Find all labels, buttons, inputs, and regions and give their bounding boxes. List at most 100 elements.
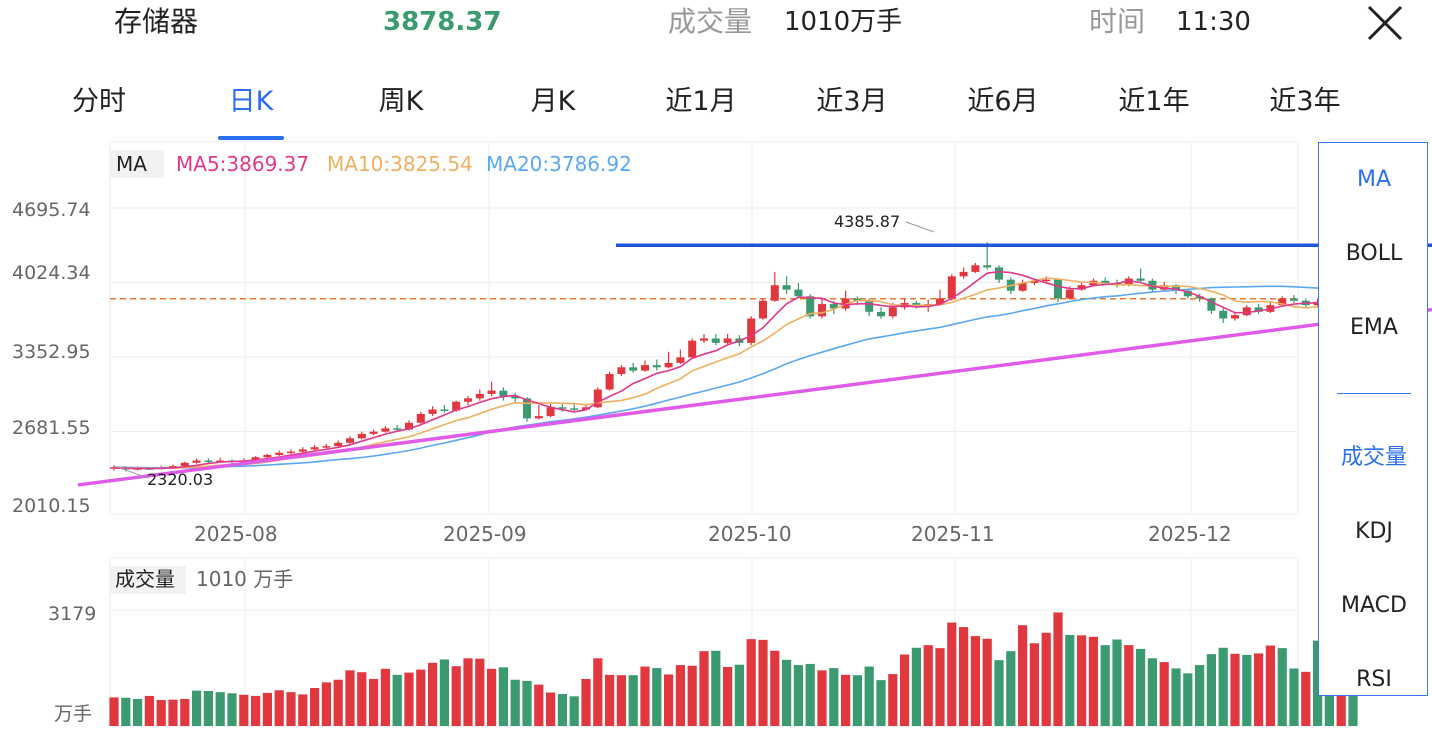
x-tick-label: 2025-12 [1148, 522, 1232, 546]
ma-tag[interactable]: MA [116, 152, 147, 176]
ma10-line [113, 277, 1401, 470]
candle-body [1290, 298, 1298, 301]
y-tick-label: 4024.34 [12, 262, 91, 284]
x-tick-label: 2025-08 [194, 522, 278, 546]
candle-body [947, 276, 956, 299]
volume-bar [487, 668, 497, 726]
volume-panel-frame [109, 557, 1299, 727]
volume-bar [852, 675, 862, 726]
volume-bar [758, 639, 768, 726]
tab-3-months[interactable]: 近3月 [816, 86, 888, 117]
candle-body [1077, 285, 1086, 290]
volume-bar [1077, 635, 1087, 726]
volume-bar [652, 668, 662, 726]
candle-body [794, 289, 803, 297]
candle-body [1101, 280, 1110, 283]
volume-y-tick: 3179 [48, 603, 96, 625]
candle-body [629, 367, 638, 371]
indicator-boll[interactable]: BOLL [1345, 241, 1403, 266]
tab-daily-k[interactable]: 日K [228, 86, 274, 117]
candle-body [405, 422, 413, 430]
tab-3-years[interactable]: 近3年 [1269, 86, 1341, 117]
volume-bar [156, 700, 166, 726]
volume-bar [581, 678, 591, 726]
indicator-macd[interactable]: MACD [1341, 593, 1407, 618]
candle-body [1018, 282, 1027, 291]
candle-body [759, 300, 767, 319]
volume-tag-bg [110, 566, 186, 594]
volume-bar [1088, 636, 1098, 726]
candle-body [511, 396, 520, 399]
candle-body [1183, 290, 1192, 297]
y-tick-label: 2681.55 [12, 417, 91, 439]
volume-bar [911, 647, 921, 726]
indicator-volume[interactable]: 成交量 [1340, 445, 1407, 470]
candle-body [440, 409, 449, 411]
candle-body [1136, 278, 1145, 281]
candle-body [1148, 280, 1157, 290]
volume-bar [1147, 658, 1157, 726]
candle-body [228, 460, 236, 463]
candle-body [688, 340, 697, 358]
candle-body [971, 265, 980, 272]
candle-body [1113, 282, 1121, 286]
volume-bar [746, 639, 756, 726]
tab-1-year[interactable]: 近1年 [1118, 86, 1190, 117]
volume-bar [380, 668, 390, 726]
candle-body [239, 460, 248, 463]
candle-body [169, 466, 177, 468]
stock-name: 存储器 [114, 5, 199, 38]
volume-bar [215, 692, 225, 726]
volume-bar [1254, 653, 1264, 726]
tab-intraday[interactable]: 分时 [72, 86, 126, 117]
volume-bar [133, 698, 143, 726]
volume-bar [298, 694, 308, 726]
volume-tag[interactable]: 成交量 [115, 567, 175, 591]
candle-body [275, 452, 284, 455]
tab-6-months[interactable]: 近6月 [967, 86, 1039, 117]
candle-body [428, 409, 437, 414]
candle-body [723, 338, 732, 343]
candle-body [157, 467, 166, 469]
tab-weekly-k[interactable]: 周K [378, 86, 424, 117]
volume-bar [935, 648, 945, 726]
volume-bar [345, 670, 355, 726]
tab-monthly-k[interactable]: 月K [530, 86, 576, 117]
time-label: 时间 [1089, 5, 1146, 38]
volume-bar [782, 659, 792, 726]
candle-body [1254, 307, 1263, 312]
volume-bar [404, 672, 414, 726]
volume-bar [321, 682, 331, 726]
volume-bar [1301, 671, 1311, 726]
candle-body [287, 451, 295, 454]
volume-bar [628, 675, 638, 726]
candle-body [829, 304, 838, 309]
volume-bar [534, 684, 544, 726]
volume-bar [369, 678, 379, 726]
candle-body [416, 413, 425, 423]
tab-1-month[interactable]: 近1月 [665, 86, 737, 117]
volume-bar [569, 696, 579, 726]
candle-body [806, 296, 815, 317]
volume-bar [640, 666, 650, 726]
candle-body [452, 401, 461, 411]
candle-body [1278, 298, 1287, 306]
candle-body [770, 285, 779, 301]
candle-body [464, 398, 472, 402]
indicator-kdj[interactable]: KDJ [1355, 519, 1393, 544]
indicator-ema[interactable]: EMA [1350, 315, 1398, 340]
candle-body [1089, 280, 1098, 286]
close-icon[interactable] [1366, 4, 1404, 42]
volume-bar [121, 697, 131, 726]
indicator-ma[interactable]: MA [1356, 167, 1392, 192]
candle-body [818, 304, 826, 317]
indicator-rsi[interactable]: RSI [1356, 667, 1392, 692]
candle-body [558, 407, 567, 409]
volume-legend-value: 1010 万手 [196, 567, 293, 591]
indicator-divider [1337, 393, 1411, 394]
volume-bar [392, 674, 402, 726]
y-tick-label: 3352.95 [12, 341, 91, 363]
candle-body [1006, 279, 1015, 291]
volume-bar [593, 658, 603, 726]
volume-bar [1230, 653, 1240, 726]
